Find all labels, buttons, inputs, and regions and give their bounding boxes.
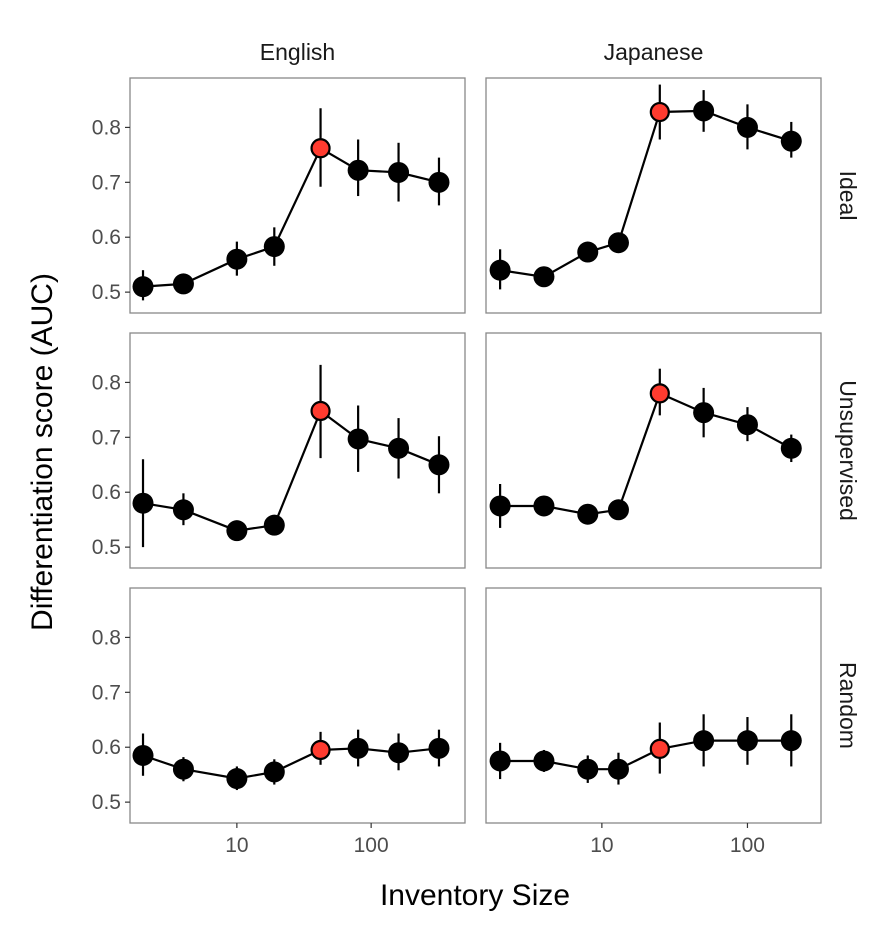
data-point [132,492,154,514]
data-point [577,241,599,263]
data-point [693,730,715,752]
x-tick-label: 10 [590,834,613,857]
panel-ideal-english [129,77,466,314]
data-point [132,744,154,766]
y-tick-label: 0.7 [92,171,121,194]
x-axis-title: Inventory Size [380,879,570,912]
data-point [489,259,511,281]
y-tick-label: 0.6 [92,226,121,249]
data-point [577,758,599,780]
data-point [607,758,629,780]
data-point [577,503,599,525]
column-label-english: English [260,39,335,65]
y-axis-title: Differentiation score (AUC) [26,273,59,631]
data-point [347,428,369,450]
data-point [780,130,802,152]
x-tick-label: 100 [730,834,765,857]
data-point [533,495,555,517]
highlight-point [649,738,670,759]
data-point [428,737,450,759]
data-point [347,737,369,759]
data-point [172,273,194,295]
panel-unsupervised-japanese [485,332,822,569]
panel-ideal-japanese [485,77,822,314]
y-tick-label: 0.5 [92,791,121,814]
x-tick-label: 10 [225,834,248,857]
panels-layer [129,77,822,824]
labels-layer: English Japanese Ideal Unsupervised Random 0.… [92,39,861,857]
data-point [347,159,369,181]
data-point [607,232,629,254]
y-tick-label: 0.5 [92,536,121,559]
data-point [132,276,154,298]
panel-border [129,332,466,569]
panel-border [485,332,822,569]
data-point [226,520,248,542]
row-label-unsupervised: Unsupervised [835,380,861,521]
y-tick-label: 0.8 [92,116,121,139]
data-point [780,730,802,752]
data-point [489,750,511,772]
highlight-point [310,739,331,761]
highlight-point [649,383,670,404]
data-point [226,248,248,270]
panel-border [129,587,466,824]
data-point [388,742,410,764]
data-point [172,758,194,780]
data-point [172,499,194,521]
data-point [428,171,450,193]
y-tick-label: 0.6 [92,736,121,759]
column-label-japanese: Japanese [604,39,704,65]
y-tick-label: 0.7 [92,681,121,704]
data-point [388,161,410,183]
panel-unsupervised-english [129,332,466,569]
y-tick-label: 0.6 [92,481,121,504]
x-tick-label: 100 [354,834,389,857]
highlight-point [310,400,331,422]
highlight-point [649,101,670,123]
data-point [263,761,285,783]
y-tick-label: 0.5 [92,281,121,304]
highlight-point [310,138,331,159]
data-point [736,116,758,138]
data-point [428,454,450,476]
data-point [693,100,715,122]
data-point [489,495,511,517]
row-label-random: Random [835,662,861,749]
data-point [693,402,715,424]
panel-border [485,587,822,824]
data-point [388,437,410,459]
data-point [263,236,285,258]
data-point [736,414,758,436]
data-point [780,437,802,459]
row-label-ideal: Ideal [835,171,861,221]
data-point [263,514,285,536]
data-point [226,768,248,790]
y-tick-label: 0.7 [92,426,121,449]
data-point [607,499,629,521]
data-point [533,266,555,288]
panel-random-english [129,587,466,824]
y-tick-label: 0.8 [92,626,121,649]
panel-random-japanese [485,587,822,824]
data-point [736,730,758,752]
y-tick-label: 0.8 [92,371,121,394]
data-point [533,750,555,772]
